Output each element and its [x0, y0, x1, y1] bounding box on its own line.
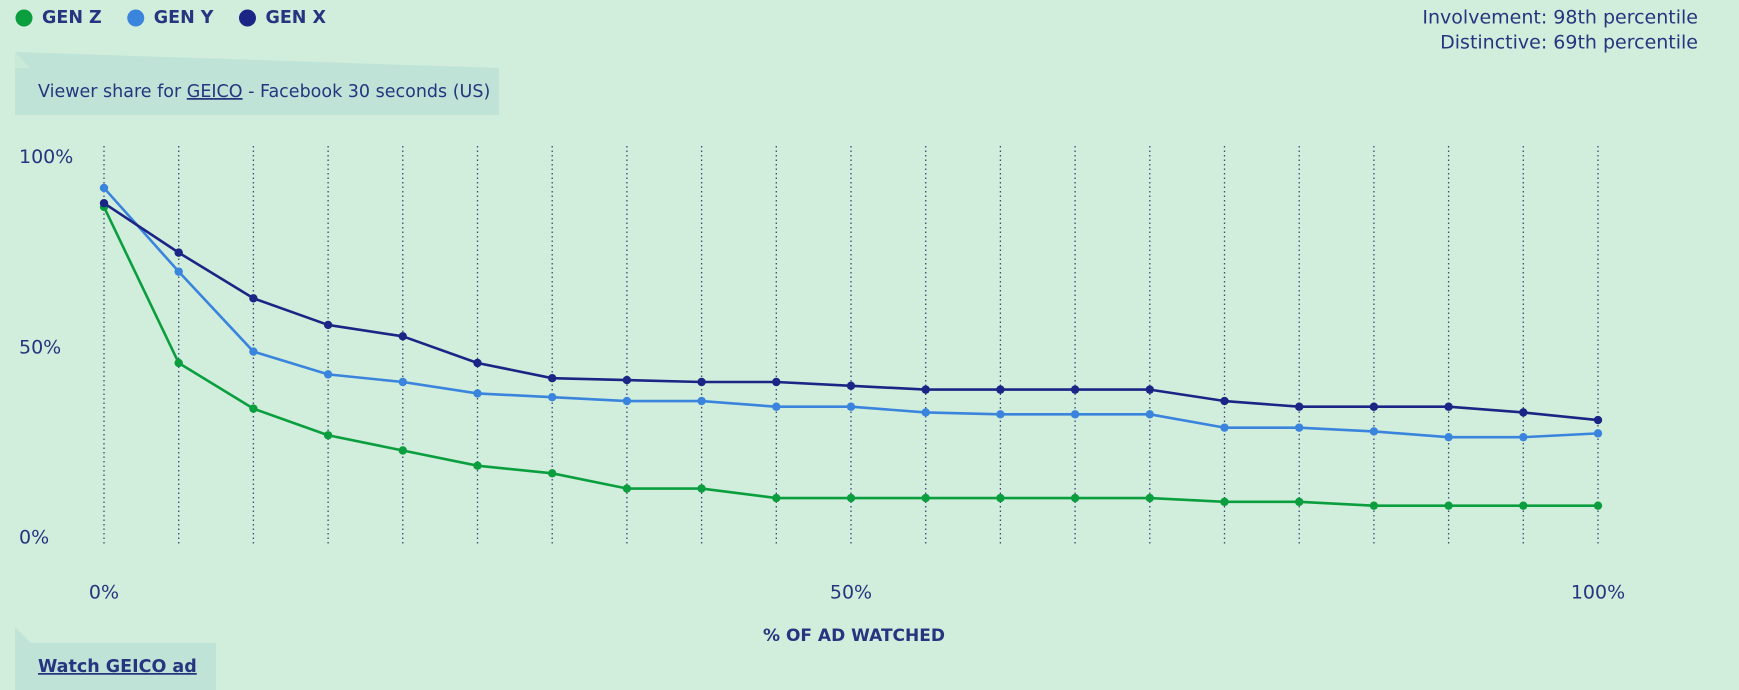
- data-point: [697, 396, 706, 406]
- data-point: [1220, 396, 1229, 406]
- data-point: [473, 461, 482, 470]
- data-point: [1070, 385, 1080, 394]
- data-point: [99, 198, 109, 208]
- data-point: [1519, 501, 1528, 510]
- data-point: [398, 446, 407, 455]
- data-point: [473, 358, 482, 368]
- data-point: [174, 267, 183, 276]
- data-point: [1593, 415, 1603, 425]
- data-point: [473, 389, 482, 398]
- y-tick-label: 0%: [19, 527, 49, 549]
- data-point: [1220, 423, 1229, 432]
- data-point: [1369, 501, 1379, 510]
- data-point: [1295, 497, 1304, 507]
- watch-button[interactable]: Watch GEICO ad: [38, 657, 197, 677]
- data-point: [772, 493, 781, 503]
- data-point: [1070, 410, 1080, 419]
- data-point: [697, 377, 706, 387]
- data-point: [1444, 501, 1453, 510]
- subtitle-bg: [15, 68, 499, 115]
- data-point: [622, 375, 632, 385]
- series-line: [102, 206, 1598, 507]
- y-tick-label: 50%: [19, 336, 61, 358]
- data-point: [249, 294, 258, 303]
- data-point: [323, 320, 333, 330]
- legend-swatch[interactable]: [238, 9, 256, 27]
- data-point: [398, 332, 407, 341]
- data-point: [622, 484, 632, 493]
- data-point: [622, 396, 632, 406]
- data-point: [846, 493, 856, 503]
- legend-label[interactable]: GEN X: [265, 8, 326, 28]
- data-point: [249, 404, 258, 413]
- data-point: [921, 408, 930, 417]
- corner: [15, 52, 30, 68]
- data-point: [1444, 402, 1453, 411]
- legend-swatch[interactable]: [15, 9, 33, 27]
- x-tick-label: 50%: [830, 582, 872, 604]
- x-tick-label: 0%: [89, 582, 119, 604]
- subtitle-prefix: Viewer share for: [38, 82, 182, 102]
- data-point: [996, 410, 1005, 419]
- data-point: [548, 393, 557, 402]
- data-point: [548, 469, 557, 478]
- data-point: [323, 431, 333, 440]
- data-point: [921, 385, 930, 394]
- data-point: [1519, 408, 1528, 417]
- data-point: [772, 377, 781, 387]
- data-point: [1145, 410, 1155, 419]
- subtitle-link[interactable]: GEICO: [187, 82, 243, 102]
- data-point: [996, 385, 1005, 394]
- data-point: [174, 358, 183, 368]
- x-axis-title: % OF AD WATCHED: [763, 626, 945, 646]
- data-point: [1593, 429, 1603, 438]
- data-point: [548, 373, 557, 383]
- data-point: [323, 370, 333, 379]
- data-point: [1145, 493, 1155, 503]
- x-tick-label: 100%: [1571, 582, 1625, 604]
- subtitle-suffix: - Facebook 30 seconds (US): [248, 82, 490, 102]
- data-point: [1145, 385, 1155, 394]
- data-point: [1220, 497, 1229, 507]
- data-point: [99, 183, 109, 193]
- legend-swatch[interactable]: [127, 9, 145, 27]
- legend-label[interactable]: GEN Z: [42, 8, 102, 28]
- data-point: [1295, 402, 1304, 411]
- data-point: [1295, 423, 1304, 432]
- subtitle: Viewer share for GEICO - Facebook 30 sec…: [38, 82, 490, 102]
- data-point: [1444, 432, 1453, 442]
- data-point: [1070, 493, 1080, 503]
- data-point: [249, 347, 258, 356]
- data-point: [697, 484, 706, 493]
- data-point: [846, 381, 856, 390]
- data-point: [174, 248, 183, 257]
- data-point: [996, 493, 1005, 503]
- data-point: [1369, 427, 1379, 436]
- data-point: [1593, 501, 1603, 510]
- data-point: [921, 493, 930, 503]
- data-point: [398, 377, 407, 387]
- corner: [15, 627, 31, 643]
- data-point: [1519, 432, 1528, 442]
- button-bg[interactable]: [15, 643, 216, 690]
- y-tick-label: 100%: [19, 146, 73, 168]
- data-point: [772, 402, 781, 411]
- data-point: [1369, 402, 1379, 411]
- legend-label[interactable]: GEN Y: [154, 8, 214, 28]
- stat: Distinctive: 69th percentile: [1440, 32, 1698, 54]
- data-point: [846, 402, 856, 411]
- stat: Involvement: 98th percentile: [1422, 7, 1698, 29]
